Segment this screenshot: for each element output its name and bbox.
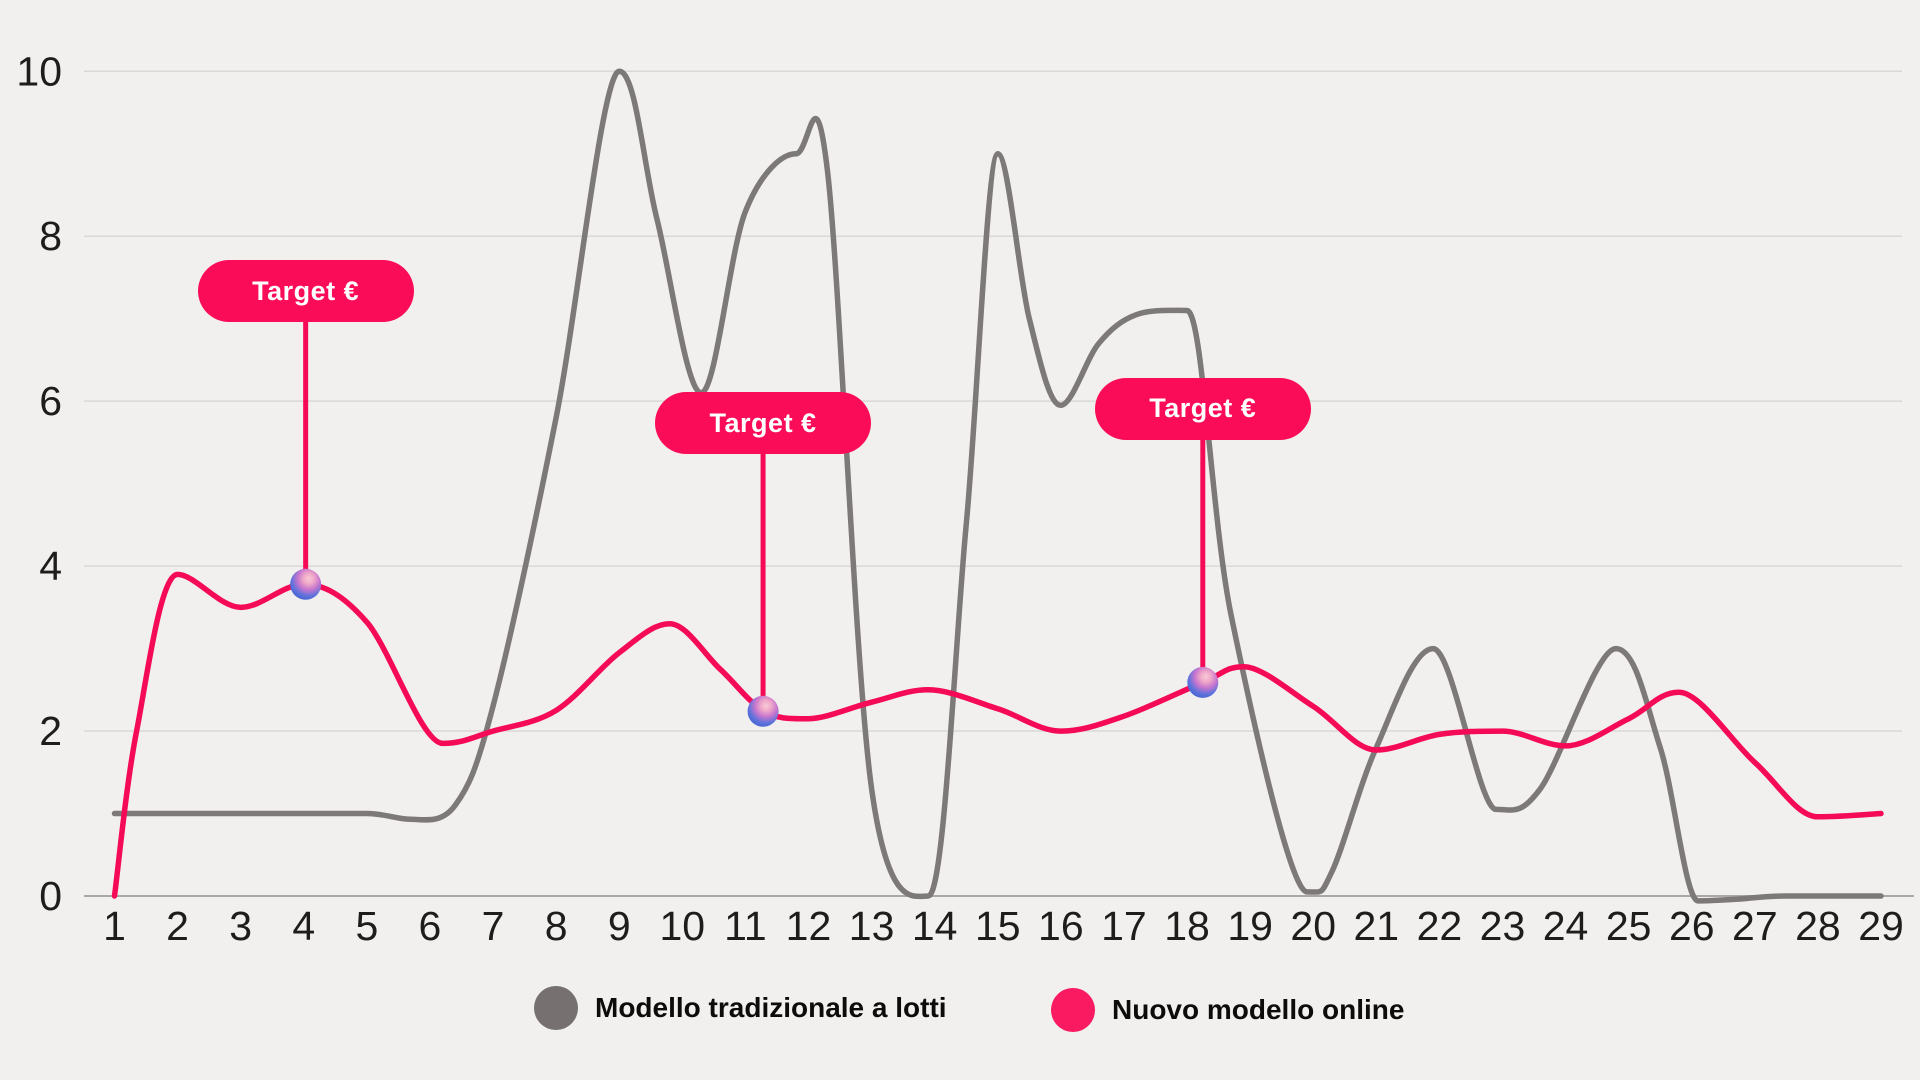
x-tick-label: 3: [229, 903, 252, 949]
target-marker-sphere: [1187, 666, 1219, 698]
target-markers: [290, 568, 1219, 727]
legend-item-online: Nuovo modello online: [1051, 988, 1404, 1032]
x-tick-label: 18: [1164, 903, 1210, 949]
legend-label: Modello tradizionale a lotti: [595, 992, 947, 1023]
x-tick-label: 11: [724, 903, 767, 949]
x-tick-label: 23: [1480, 903, 1526, 949]
x-tick-label: 25: [1606, 903, 1652, 949]
x-tick-label: 4: [292, 903, 315, 949]
y-tick-label: 0: [39, 873, 62, 919]
target-marker-sphere: [290, 568, 322, 600]
legend-swatch-traditional-icon: [534, 986, 578, 1030]
x-tick-label: 27: [1732, 903, 1778, 949]
x-tick-label: 29: [1858, 903, 1904, 949]
target-badge: Target €: [1094, 377, 1311, 440]
target-badge-label: Target €: [1149, 393, 1257, 424]
x-tick-label: 12: [786, 903, 832, 949]
x-tick-label: 21: [1353, 903, 1399, 949]
x-tick-label: 10: [660, 903, 706, 949]
series-traditional-line: [111, 68, 1884, 904]
y-tick-label: 4: [39, 543, 62, 589]
legend-label: Nuovo modello online: [1112, 994, 1405, 1025]
gridlines: [84, 70, 1914, 897]
series-online-line: [111, 571, 1884, 899]
x-tick-label: 16: [1038, 903, 1084, 949]
y-tick-label: 2: [39, 708, 62, 754]
x-tick-label: 6: [419, 903, 442, 949]
legend-item-traditional: Modello tradizionale a lotti: [534, 986, 947, 1030]
x-tick-label: 13: [849, 903, 895, 949]
x-tick-label: 20: [1290, 903, 1336, 949]
x-tick-label: 17: [1101, 903, 1147, 949]
target-connectors: [303, 317, 1206, 712]
x-tick-label: 15: [975, 903, 1021, 949]
y-tick-label: 8: [39, 213, 62, 259]
target-badge: Target €: [655, 392, 872, 455]
target-badge: Target €: [197, 260, 414, 323]
x-tick-label: 9: [608, 903, 631, 949]
x-tick-label: 26: [1669, 903, 1715, 949]
target-marker-sphere: [747, 695, 779, 727]
x-tick-label: 5: [355, 903, 378, 949]
x-tick-label: 2: [166, 903, 189, 949]
y-axis-labels: 0 2 4 6 8 10: [16, 48, 62, 919]
x-axis-labels: 1 2 3 4 5 6 7 8 9 10 11 12 13 14 15 16 17 18 19 20 21 22 23 24 2…: [103, 903, 1904, 949]
legend-swatch-online-icon: [1051, 988, 1095, 1032]
x-tick-label: 22: [1417, 903, 1463, 949]
x-tick-label: 28: [1795, 903, 1841, 949]
x-tick-label: 14: [912, 903, 958, 949]
x-tick-label: 1: [103, 903, 126, 949]
y-tick-label: 6: [39, 378, 62, 424]
target-badge-label: Target €: [709, 407, 817, 438]
x-tick-label: 7: [482, 903, 505, 949]
y-tick-label: 10: [16, 48, 62, 94]
x-tick-label: 8: [545, 903, 568, 949]
target-badge-label: Target €: [252, 275, 360, 306]
x-tick-label: 19: [1227, 903, 1273, 949]
x-tick-label: 24: [1543, 903, 1589, 949]
